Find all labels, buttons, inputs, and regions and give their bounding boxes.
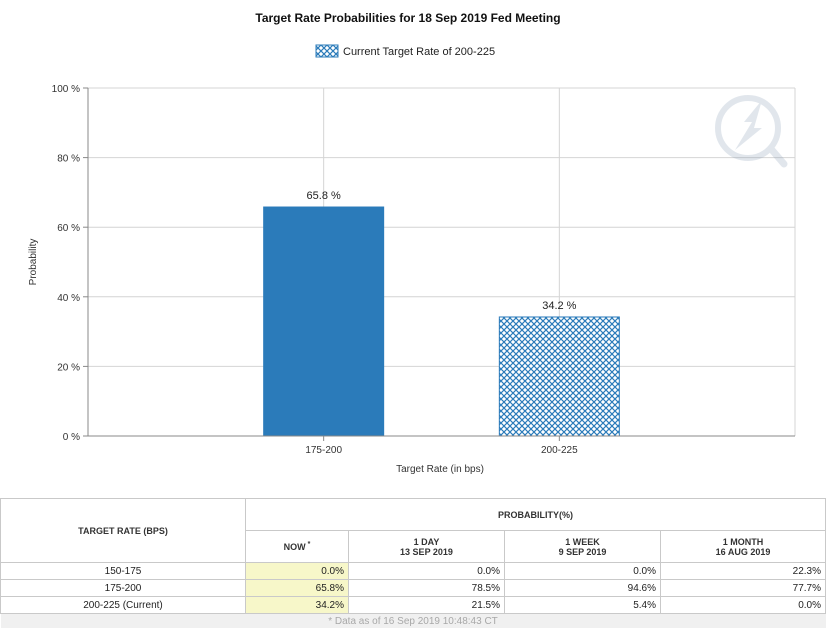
chart-area: Target Rate Probabilities for 18 Sep 201… <box>28 11 796 475</box>
target-rate-cell: 200-225 (Current) <box>0 596 246 614</box>
period-date: 9 SEP 2019 <box>558 546 607 557</box>
probability-cell: 0.0% <box>504 562 661 580</box>
bar-175-200[interactable] <box>263 206 385 437</box>
period-header: 1 MONTH 16 AUG 2019 <box>660 530 826 563</box>
table-row: 175-200 65.8% 78.5% 94.6% 77.7% <box>0 579 826 597</box>
target-rate-header: TARGET RATE (BPS) <box>0 498 246 563</box>
probability-cell: 34.2% <box>245 596 349 614</box>
y-tick-label: 0 % <box>63 432 80 443</box>
period-header: NOW * <box>245 530 349 563</box>
x-tick-label: 200-225 <box>541 445 578 456</box>
period-date: 16 AUG 2019 <box>715 546 771 557</box>
y-tick-label: 20 % <box>57 362 80 373</box>
bar-200-225[interactable] <box>498 316 620 437</box>
y-tick-label: 100 % <box>52 84 80 95</box>
probability-cell: 0.0% <box>245 562 349 580</box>
watermark-logo <box>715 95 788 168</box>
period-label: 1 MONTH <box>722 536 764 547</box>
target-rate-cell: 150-175 <box>0 562 246 580</box>
probability-cell: 0.0% <box>660 596 826 614</box>
footnote-marker: * <box>305 541 311 548</box>
probability-cell: 78.5% <box>348 579 505 597</box>
probability-cell: 21.5% <box>348 596 505 614</box>
legend-label: Current Target Rate of 200-225 <box>343 46 495 58</box>
period-label: NOW * <box>283 541 311 552</box>
x-axis-label: Target Rate (in bps) <box>396 464 484 475</box>
probability-cell: 0.0% <box>348 562 505 580</box>
period-label: 1 DAY <box>413 536 440 547</box>
y-tick-label: 40 % <box>57 293 80 304</box>
period-header: 1 DAY 13 SEP 2019 <box>348 530 505 563</box>
period-date: 13 SEP 2019 <box>400 546 453 557</box>
grid <box>88 87 796 437</box>
probability-header: PROBABILITY(%) <box>245 498 826 531</box>
chart-title: Target Rate Probabilities for 18 Sep 201… <box>255 11 560 25</box>
y-axis-label: Probability <box>28 239 39 286</box>
bar-data-label: 34.2 % <box>542 300 576 312</box>
probability-cell: 5.4% <box>504 596 661 614</box>
period-header: 1 WEEK 9 SEP 2019 <box>504 530 661 563</box>
x-tick-label: 175-200 <box>305 445 342 456</box>
period-label: 1 WEEK <box>565 536 600 547</box>
probability-table: TARGET RATE (BPS) PROBABILITY(%) NOW * 1 … <box>0 498 826 628</box>
bars: 65.8 % 34.2 % <box>263 190 620 437</box>
probability-cell: 77.7% <box>660 579 826 597</box>
bar-data-label: 65.8 % <box>307 190 341 202</box>
bar-chart: Target Rate Probabilities for 18 Sep 201… <box>28 11 796 475</box>
axes: 0 % 20 % 40 % 60 % 80 % 100 % 175-200 200-225 <box>52 84 795 456</box>
table-row: 150-175 0.0% 0.0% 0.0% 22.3% <box>0 562 826 580</box>
target-rate-cell: 175-200 <box>0 579 246 597</box>
probability-cell: 94.6% <box>504 579 661 597</box>
probability-cell: 65.8% <box>245 579 349 597</box>
probability-cell: 22.3% <box>660 562 826 580</box>
y-tick-label: 80 % <box>57 154 80 165</box>
table-row: 200-225 (Current) 34.2% 21.5% 5.4% 0.0% <box>0 596 826 614</box>
legend[interactable]: Current Target Rate of 200-225 <box>315 44 495 58</box>
y-tick-label: 60 % <box>57 223 80 234</box>
legend-swatch <box>315 44 339 58</box>
data-timestamp-footnote: * Data as of 16 Sep 2019 10:48:43 CT <box>0 613 826 628</box>
